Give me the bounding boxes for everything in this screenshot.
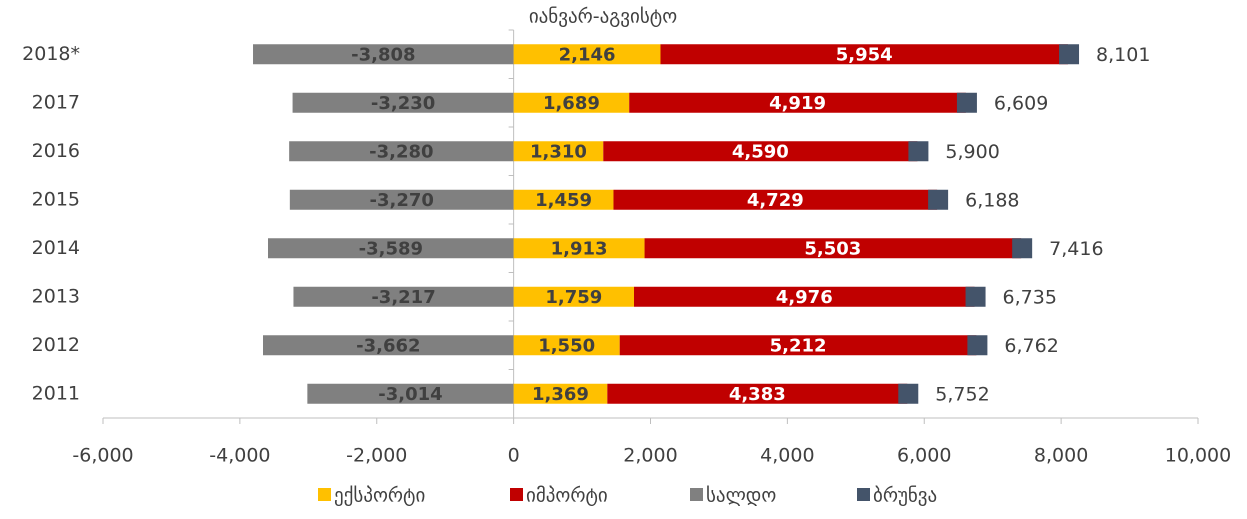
y-tick-label: 2016 bbox=[32, 140, 80, 162]
bar bbox=[289, 189, 514, 210]
turnover-marker bbox=[908, 141, 929, 162]
x-tick-label: 10,000 bbox=[1165, 445, 1231, 467]
bar-label: 5,503 bbox=[804, 238, 861, 259]
bar-label: -3,808 bbox=[351, 44, 415, 65]
x-tick-label: 0 bbox=[508, 445, 520, 467]
bar-label: 1,689 bbox=[543, 93, 600, 114]
turnover-marker bbox=[1059, 44, 1080, 65]
bar bbox=[513, 92, 630, 113]
bar-label: 6,735 bbox=[1003, 286, 1057, 308]
bar bbox=[660, 44, 1068, 65]
bar bbox=[513, 286, 635, 307]
y-tick-label: 2017 bbox=[32, 91, 80, 113]
bar-label: -3,230 bbox=[371, 93, 435, 114]
bar bbox=[513, 383, 608, 404]
bar bbox=[513, 335, 620, 356]
bar-label: 1,913 bbox=[551, 238, 608, 259]
turnover-marker bbox=[928, 189, 949, 210]
bar-label: 5,752 bbox=[935, 383, 989, 405]
y-tick-label: 2015 bbox=[32, 188, 80, 210]
bar bbox=[629, 92, 966, 113]
legend-label: სალდო bbox=[706, 485, 776, 507]
bar bbox=[513, 238, 645, 259]
legend-swatch bbox=[690, 488, 703, 501]
legend-label: იმპორტი bbox=[526, 485, 608, 507]
y-tick-label: 2013 bbox=[32, 285, 80, 307]
bar-label: 5,954 bbox=[836, 44, 893, 65]
bar-label: 7,416 bbox=[1049, 238, 1103, 260]
bar bbox=[619, 335, 977, 356]
legend-label: ბრუნვა bbox=[873, 485, 937, 507]
bar-label: -3,662 bbox=[356, 335, 420, 356]
bar bbox=[613, 189, 938, 210]
chart-subtitle: იანვარ-აგვისტო bbox=[529, 6, 677, 28]
bar-label: -3,280 bbox=[369, 141, 433, 162]
y-tick-label: 2012 bbox=[32, 334, 80, 356]
bar bbox=[293, 286, 514, 307]
turnover-marker bbox=[898, 383, 919, 404]
bar-label: 6,609 bbox=[994, 92, 1048, 114]
y-tick-label: 2018* bbox=[22, 43, 80, 65]
bar-label: -3,270 bbox=[370, 190, 434, 211]
bar bbox=[634, 286, 975, 307]
y-tick-label: 2011 bbox=[32, 382, 80, 404]
bar-label: -3,217 bbox=[371, 287, 435, 308]
bar-label: 1,459 bbox=[535, 190, 592, 211]
x-tick-label: -2,000 bbox=[346, 445, 407, 467]
bar-label: -3,589 bbox=[359, 238, 423, 259]
bar bbox=[292, 92, 514, 113]
y-tick-label: 2014 bbox=[32, 237, 80, 259]
bar-label: 2,146 bbox=[559, 44, 616, 65]
legend-swatch bbox=[318, 488, 331, 501]
bar-label: 4,729 bbox=[747, 190, 804, 211]
turnover-marker bbox=[967, 335, 988, 356]
x-tick-label: 6,000 bbox=[897, 445, 951, 467]
bar-label: 1,550 bbox=[538, 335, 595, 356]
bar bbox=[607, 383, 908, 404]
bar bbox=[644, 238, 1022, 259]
bar bbox=[513, 44, 661, 65]
bar bbox=[307, 383, 514, 404]
bar-label: 1,369 bbox=[532, 384, 589, 405]
x-tick-label: 8,000 bbox=[1034, 445, 1088, 467]
bar bbox=[513, 141, 604, 162]
bar bbox=[513, 189, 614, 210]
turnover-marker bbox=[956, 92, 977, 113]
bar bbox=[289, 141, 514, 162]
bar-label: 6,188 bbox=[965, 189, 1019, 211]
x-tick-label: 2,000 bbox=[623, 445, 677, 467]
x-tick-label: -6,000 bbox=[72, 445, 133, 467]
bar-label: -3,014 bbox=[378, 384, 442, 405]
bar-label: 5,212 bbox=[770, 335, 827, 356]
turnover-marker bbox=[1012, 238, 1033, 259]
bar bbox=[603, 141, 918, 162]
x-tick-label: 4,000 bbox=[760, 445, 814, 467]
x-tick-label: -4,000 bbox=[209, 445, 270, 467]
bar-label: 4,919 bbox=[769, 93, 826, 114]
bar-label: 8,101 bbox=[1096, 44, 1150, 66]
bar-label: 1,310 bbox=[530, 141, 587, 162]
bar bbox=[263, 335, 514, 356]
legend-swatch bbox=[857, 488, 870, 501]
bar-label: 4,976 bbox=[776, 287, 833, 308]
legend-swatch bbox=[510, 488, 523, 501]
bar bbox=[253, 44, 514, 65]
bar-label: 1,759 bbox=[545, 287, 602, 308]
bar bbox=[268, 238, 514, 259]
bar-label: 4,383 bbox=[729, 384, 786, 405]
legend-label: ექსპორტი bbox=[334, 485, 425, 507]
turnover-marker bbox=[965, 286, 986, 307]
bar-label: 5,900 bbox=[945, 141, 999, 163]
bar-label: 6,762 bbox=[1004, 335, 1058, 357]
bar-label: 4,590 bbox=[732, 141, 789, 162]
